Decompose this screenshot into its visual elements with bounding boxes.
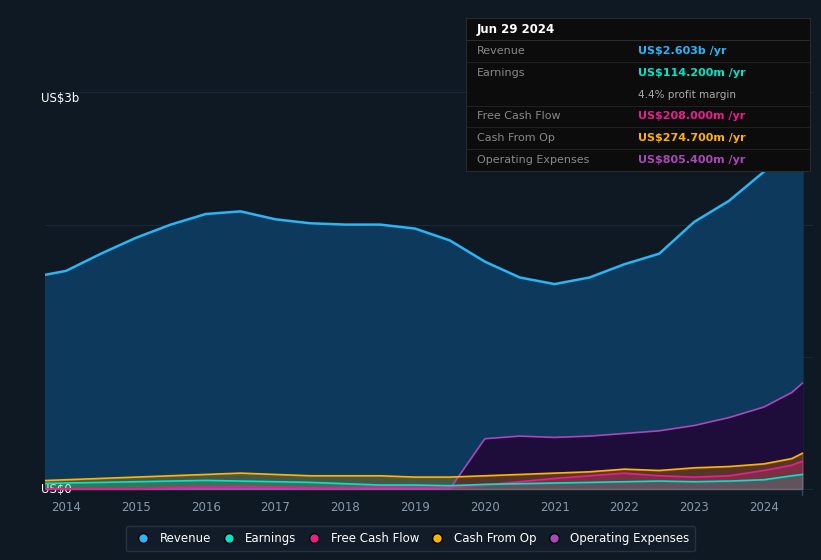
Text: 4.4% profit margin: 4.4% profit margin: [638, 90, 736, 100]
Legend: Revenue, Earnings, Free Cash Flow, Cash From Op, Operating Expenses: Revenue, Earnings, Free Cash Flow, Cash …: [126, 526, 695, 551]
Text: US$805.400m /yr: US$805.400m /yr: [638, 155, 745, 165]
Text: Revenue: Revenue: [477, 46, 525, 56]
Text: US$3b: US$3b: [41, 92, 80, 105]
Text: US$2.603b /yr: US$2.603b /yr: [638, 46, 727, 56]
Text: US$208.000m /yr: US$208.000m /yr: [638, 111, 745, 122]
Text: Jun 29 2024: Jun 29 2024: [477, 23, 555, 36]
Text: Operating Expenses: Operating Expenses: [477, 155, 589, 165]
Text: Free Cash Flow: Free Cash Flow: [477, 111, 560, 122]
Text: US$0: US$0: [41, 483, 72, 496]
Text: US$114.200m /yr: US$114.200m /yr: [638, 68, 745, 78]
Text: Earnings: Earnings: [477, 68, 525, 78]
Text: US$274.700m /yr: US$274.700m /yr: [638, 133, 745, 143]
Text: Cash From Op: Cash From Op: [477, 133, 554, 143]
